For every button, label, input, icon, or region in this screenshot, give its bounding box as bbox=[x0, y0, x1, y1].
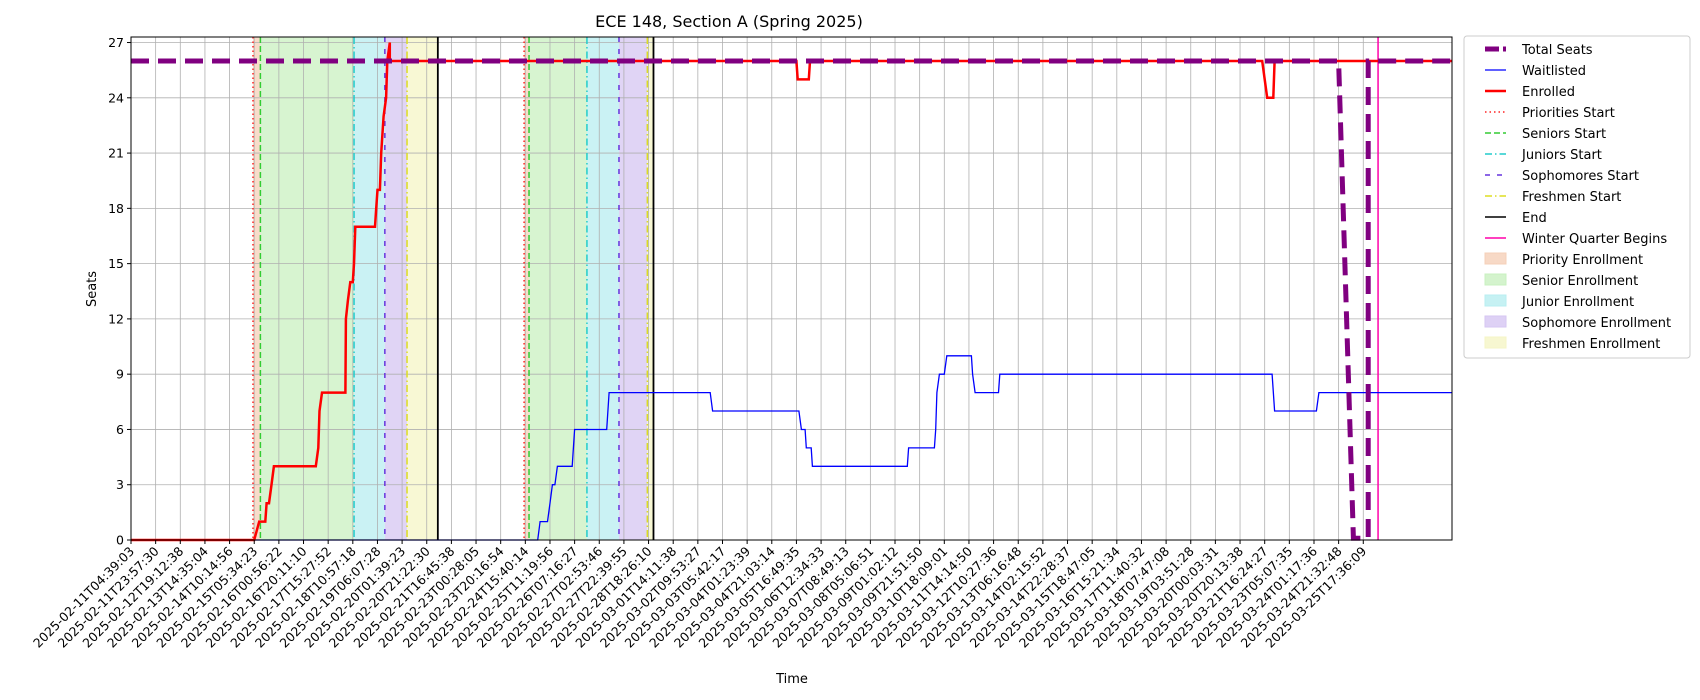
y-tick-label-9: 27 bbox=[108, 35, 124, 50]
legend-label-10: Priority Enrollment bbox=[1522, 253, 1643, 268]
legend-label-8: End bbox=[1522, 211, 1547, 226]
series-line-0 bbox=[131, 58, 1452, 541]
y-tick-label-1: 3 bbox=[116, 477, 124, 492]
period-1-range-0 bbox=[260, 37, 355, 540]
period-2-range-0 bbox=[354, 37, 385, 540]
legend-swatch-10 bbox=[1484, 252, 1507, 265]
legend-label-2: Enrolled bbox=[1522, 85, 1575, 100]
period-0-range-0 bbox=[252, 37, 261, 540]
series-line-2 bbox=[131, 42, 1452, 542]
y-tick-label-3: 9 bbox=[116, 367, 124, 382]
legend-swatch-12 bbox=[1484, 294, 1507, 307]
period-4-range-0 bbox=[407, 37, 438, 540]
legend-label-1: Waitlisted bbox=[1522, 64, 1586, 79]
period-0-range-1 bbox=[524, 37, 530, 540]
x-axis-label: Time bbox=[775, 672, 808, 687]
period-3-range-1 bbox=[618, 37, 648, 540]
y-tick-label-4: 12 bbox=[108, 311, 124, 326]
legend: Total Seats Waitlisted Enrolled Priorities … bbox=[1463, 35, 1691, 359]
y-tick-label-8: 24 bbox=[108, 90, 124, 105]
chart-title: ECE 148, Section A (Spring 2025) bbox=[595, 12, 863, 31]
legend-label-11: Senior Enrollment bbox=[1522, 274, 1638, 289]
y-tick-label-5: 15 bbox=[108, 256, 124, 271]
y-tick-label-0: 0 bbox=[116, 533, 124, 548]
legend-box bbox=[1463, 35, 1691, 359]
legend-label-12: Junior Enrollment bbox=[1521, 295, 1634, 310]
y-tick-label-2: 6 bbox=[116, 422, 124, 437]
y-tick-label-7: 21 bbox=[108, 146, 124, 161]
plot-frame bbox=[130, 36, 1453, 541]
legend-label-5: Juniors Start bbox=[1521, 148, 1602, 163]
legend-label-13: Sophomore Enrollment bbox=[1522, 316, 1671, 331]
y-tick-label-6: 18 bbox=[108, 201, 124, 216]
series-lines bbox=[131, 42, 1452, 542]
y-axis-label: Seats bbox=[85, 271, 100, 307]
series-line-1 bbox=[131, 355, 1452, 541]
legend-label-6: Sophomores Start bbox=[1522, 169, 1639, 184]
period-4-range-1 bbox=[647, 37, 654, 540]
legend-label-4: Seniors Start bbox=[1522, 127, 1606, 142]
enrollment-periods bbox=[252, 37, 654, 540]
legend-label-9: Winter Quarter Begins bbox=[1522, 232, 1667, 247]
x-axis: 2025-02-11T04:39:032025-02-11T23:57:3020… bbox=[30, 540, 1369, 651]
legend-label-14: Freshmen Enrollment bbox=[1522, 337, 1660, 352]
legend-swatch-11 bbox=[1484, 273, 1507, 286]
period-3-range-0 bbox=[384, 37, 408, 540]
legend-label-7: Freshmen Start bbox=[1522, 190, 1621, 205]
period-markers bbox=[252, 37, 1379, 540]
legend-swatch-13 bbox=[1484, 315, 1507, 328]
period-2-range-1 bbox=[586, 37, 619, 540]
y-axis: 0 3 6 9 12 15 18 21 24 27 bbox=[108, 35, 131, 548]
legend-label-3: Priorities Start bbox=[1522, 106, 1615, 121]
legend-label-0: Total Seats bbox=[1521, 43, 1593, 58]
legend-swatch-14 bbox=[1484, 336, 1507, 349]
period-1-range-1 bbox=[529, 37, 587, 540]
